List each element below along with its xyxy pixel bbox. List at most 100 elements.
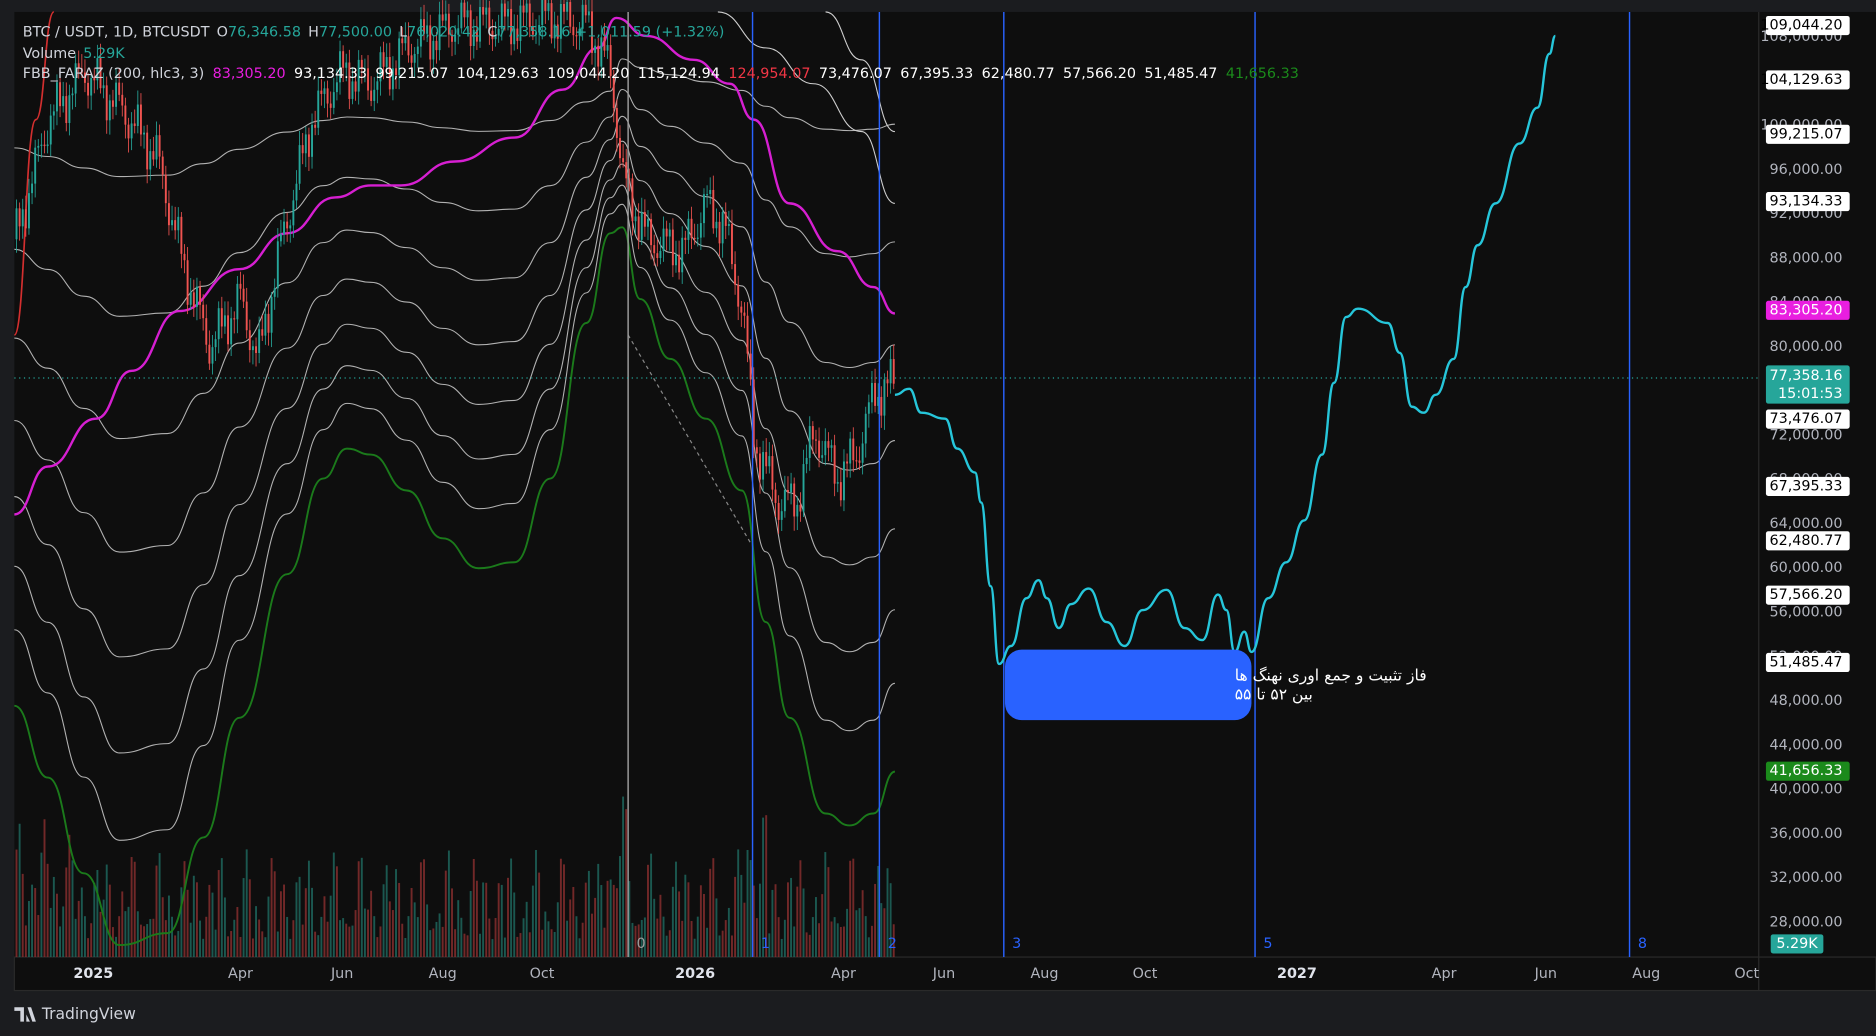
candle-body xyxy=(401,38,404,44)
candle-body xyxy=(438,14,441,51)
candle-body xyxy=(304,134,307,154)
price-tag xyxy=(1765,192,1850,212)
volume-bar xyxy=(690,920,693,958)
legend-item: FBB_FARAZ (200, hlc3, 3) xyxy=(23,66,204,82)
volume-bar xyxy=(261,931,264,958)
volume-bar xyxy=(90,923,93,958)
candle-body xyxy=(242,288,245,302)
candle-body xyxy=(195,286,198,307)
time-label: Aug xyxy=(1030,966,1058,982)
candle-body xyxy=(59,82,62,107)
volume-bar xyxy=(578,938,581,958)
candle-body xyxy=(759,453,761,480)
volume-bar xyxy=(650,853,653,958)
volume-bar xyxy=(43,819,46,958)
candle-body xyxy=(174,220,177,231)
volume-bar xyxy=(345,923,348,958)
volume-bar xyxy=(223,897,226,958)
price-tag xyxy=(1765,652,1850,673)
candle-body xyxy=(572,26,575,36)
candle-body xyxy=(62,96,65,107)
legend-item: 67,395.33 xyxy=(900,66,973,82)
candle-body xyxy=(432,40,435,60)
candle-body xyxy=(360,59,363,70)
volume-bar xyxy=(174,935,177,958)
time-axis-labels: 2025 Apr Jun Aug Oct 2026 Apr Jun Aug Oct 2027 Apr J… xyxy=(73,966,1759,982)
volume-bar xyxy=(846,908,849,958)
candle-body xyxy=(388,57,391,90)
volume-bar xyxy=(606,880,609,958)
candle-body xyxy=(494,35,497,40)
volume-bar xyxy=(164,920,167,958)
volume-bar xyxy=(799,860,802,958)
candle-body xyxy=(395,68,397,76)
candle-body xyxy=(24,209,27,229)
candle-body xyxy=(752,379,755,448)
volume-bar xyxy=(339,920,341,958)
candle-body xyxy=(199,286,201,305)
price-tick: 40,000.00 xyxy=(1769,782,1842,798)
candle-body xyxy=(634,216,637,222)
volume-bar xyxy=(292,920,295,958)
volume-bar xyxy=(497,883,500,958)
legend-item: 76,020.42 xyxy=(407,24,480,40)
volume-bar xyxy=(615,888,618,958)
legend-item: H xyxy=(308,24,319,40)
volume-bar xyxy=(298,876,301,958)
legend-item: 124,954.07 xyxy=(728,66,810,82)
volume-bar xyxy=(423,859,425,958)
volume-bar xyxy=(519,933,522,958)
volume-bar xyxy=(675,861,677,958)
candle-body xyxy=(802,464,805,512)
volume-bar xyxy=(886,868,889,958)
volume-bar xyxy=(541,929,544,958)
candle-body xyxy=(68,95,71,123)
volume-bar xyxy=(46,863,49,958)
bollinger-band xyxy=(14,140,896,553)
volume-bar xyxy=(715,898,718,958)
candle-body xyxy=(227,315,229,345)
volume-bar xyxy=(77,900,80,958)
volume-bar xyxy=(342,918,345,958)
candle-body xyxy=(867,402,870,414)
volume-bar xyxy=(59,926,62,958)
candle-body xyxy=(155,135,158,160)
volume-bar xyxy=(647,864,649,958)
volume-bar xyxy=(522,918,525,958)
volume-bar xyxy=(65,867,68,958)
volume-bar xyxy=(659,894,662,958)
volume-bar xyxy=(236,907,239,958)
volume-bar xyxy=(780,938,783,958)
price-tag xyxy=(1765,300,1850,320)
price-tag xyxy=(1765,15,1850,36)
candle-body xyxy=(264,313,267,336)
volume-bar xyxy=(706,927,709,958)
time-label: 2026 xyxy=(675,966,715,982)
candle-body xyxy=(152,151,155,160)
candle-body xyxy=(650,219,653,246)
candle-body xyxy=(836,482,839,484)
volume-bar xyxy=(367,909,369,958)
candle-body xyxy=(416,46,419,54)
price-tag xyxy=(1765,124,1850,144)
volume-bar xyxy=(796,886,799,958)
candle-body xyxy=(643,212,646,227)
candle-body xyxy=(423,19,425,34)
volume-bar xyxy=(357,861,360,958)
volume-bar xyxy=(314,931,317,958)
candle-body xyxy=(606,45,609,51)
volume-bar xyxy=(115,936,118,958)
legend-item: C xyxy=(487,24,497,40)
legend-item: 5.29K xyxy=(83,46,125,62)
legend-item: 109,044.20 xyxy=(547,66,629,82)
volume-bar xyxy=(874,883,877,958)
price-tag-text: 51,485.47 xyxy=(1769,654,1842,670)
volume-bar xyxy=(376,937,379,958)
volume-bar xyxy=(136,911,139,958)
candle-body xyxy=(734,264,737,285)
candle-body xyxy=(37,145,40,148)
volume-bar xyxy=(709,868,712,958)
candle-body xyxy=(127,124,130,139)
candle-body xyxy=(849,438,852,464)
candle-body xyxy=(279,234,282,242)
